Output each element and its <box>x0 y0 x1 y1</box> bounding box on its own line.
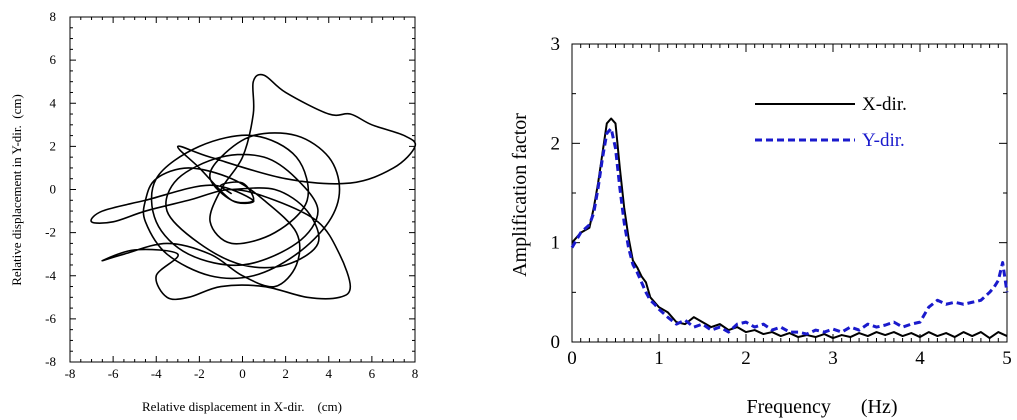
amplification-x-tick-label: 4 <box>915 348 925 369</box>
orbit-x-tick-label: -6 <box>108 366 119 381</box>
amplification-y-tick-label: 3 <box>551 34 561 55</box>
series-line-y-dir <box>570 126 1009 336</box>
orbit-ticks <box>69 16 416 363</box>
orbit-y-axis-label: Relative displacement in Y-dir. (cm) <box>9 94 24 286</box>
amplification-y-tick-label: 1 <box>551 233 561 254</box>
orbit-y-tick-label: 0 <box>50 182 57 197</box>
amplification-series <box>570 117 1009 340</box>
amplification-y-tick-label: 2 <box>551 133 561 154</box>
amplification-x-tick-label: 5 <box>1002 348 1012 369</box>
amplification-y-tick-label: 0 <box>551 332 561 353</box>
series-line-x-dir <box>571 117 1008 340</box>
orbit-x-tick-label: 8 <box>412 366 419 381</box>
orbit-trajectory-line <box>90 73 417 301</box>
orbit-y-tick-label: -2 <box>45 225 56 240</box>
orbit-x-tick-label: 2 <box>282 366 289 381</box>
amplification-x-axis-label: Frequency (Hz) <box>746 396 897 418</box>
orbit-tick-labels: -8 -6 -4 -2 0 2 4 6 8 -8 -6 -4 -2 0 2 4 6 8 <box>45 9 418 381</box>
orbit-y-tick-label: -6 <box>45 311 56 326</box>
orbit-y-tick-label: 2 <box>50 138 57 153</box>
orbit-x-tick-label: 6 <box>369 366 376 381</box>
amplification-ticks <box>571 43 1008 343</box>
amplification-x-tick-label: 1 <box>654 348 664 369</box>
legend-label-x-dir: X-dir. <box>862 94 907 115</box>
amplification-plot-frame <box>571 43 1008 343</box>
orbit-x-tick-label: -2 <box>194 366 205 381</box>
amplification-y-axis-label: Amplification factor <box>509 113 531 277</box>
orbit-series <box>90 73 417 301</box>
orbit-y-tick-label: 4 <box>50 95 57 110</box>
orbit-y-tick-label: 8 <box>50 9 57 24</box>
legend-label-y-dir: Y-dir. <box>862 130 905 151</box>
legend: X-dir. Y-dir. <box>755 94 907 151</box>
orbit-x-tick-label: 4 <box>326 366 333 381</box>
orbit-chart: -8 -6 -4 -2 0 2 4 6 8 -8 -6 -4 -2 0 2 4 6 8 Relative disp… <box>9 9 418 414</box>
orbit-y-tick-label: -4 <box>45 268 56 283</box>
orbit-x-tick-label: -8 <box>65 366 76 381</box>
orbit-x-tick-label: 0 <box>239 366 246 381</box>
orbit-x-axis-label: Relative displacement in X-dir. (cm) <box>142 399 342 414</box>
amplification-x-tick-label: 3 <box>828 348 838 369</box>
amplification-x-tick-label: 0 <box>567 348 577 369</box>
amplification-tick-labels: 0 1 2 3 4 5 0 1 2 3 <box>551 34 1012 369</box>
orbit-y-tick-label: 6 <box>50 52 57 67</box>
orbit-x-tick-label: -4 <box>151 366 162 381</box>
amplification-x-tick-label: 2 <box>741 348 751 369</box>
orbit-y-tick-label: -8 <box>45 354 56 369</box>
